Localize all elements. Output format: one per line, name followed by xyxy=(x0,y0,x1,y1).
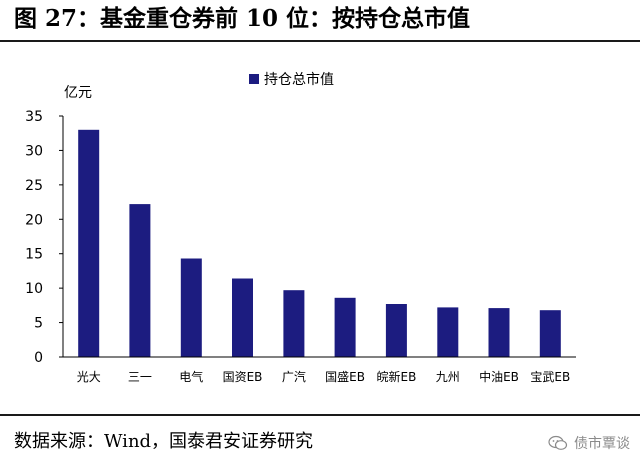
bar-8 xyxy=(488,308,510,357)
bar-6 xyxy=(385,304,407,357)
legend-label: 持仓总市值 xyxy=(264,71,334,88)
x-tick-label: 九州 xyxy=(436,370,460,384)
watermark: 债市覃谈 xyxy=(548,433,630,453)
watermark-text: 债市覃谈 xyxy=(574,436,630,452)
y-tick-label: 35 xyxy=(25,109,43,125)
x-axis-labels: 光大 三一 电气 国资EB 广汽 国盛EB 皖新EB 九州 中油EB 宝武EB xyxy=(77,369,571,384)
legend: 持仓总市值 xyxy=(249,71,334,88)
y-tick-label: 0 xyxy=(34,350,43,366)
y-tick-label: 15 xyxy=(25,247,43,263)
x-tick-label: 三一 xyxy=(128,370,152,384)
y-tick-label: 20 xyxy=(25,212,43,228)
bar-3 xyxy=(232,278,253,357)
x-tick-label: 光大 xyxy=(77,370,101,384)
legend-swatch xyxy=(249,74,259,84)
x-tick-label: 国资EB xyxy=(223,370,263,384)
y-axis-ticks: 0 5 10 15 20 25 30 35 xyxy=(25,109,63,366)
y-tick-label: 25 xyxy=(25,178,43,194)
x-tick-label: 皖新EB xyxy=(376,369,416,384)
x-tick-label: 国盛EB xyxy=(325,369,365,384)
bar-4 xyxy=(283,290,305,357)
x-tick-label: 广汽 xyxy=(282,369,306,384)
bar-7 xyxy=(437,307,459,357)
y-tick-label: 5 xyxy=(34,316,43,332)
x-tick-label: 中油EB xyxy=(479,369,519,384)
top-rule xyxy=(0,40,640,42)
bar-9 xyxy=(539,310,561,357)
data-source: 数据来源：Wind，国泰君安证券研究 xyxy=(14,431,314,452)
y-axis-label: 亿元 xyxy=(64,85,92,101)
y-tick-label: 30 xyxy=(25,143,43,159)
bottom-rule xyxy=(0,414,640,416)
bar-1 xyxy=(129,204,151,357)
figure-title: 图 27：基金重仓券前 10 位：按持仓总市值 xyxy=(14,5,471,32)
bar-5 xyxy=(334,297,356,357)
bars xyxy=(78,129,561,357)
wechat-icon xyxy=(548,435,568,450)
bar-2 xyxy=(180,258,202,357)
x-tick-label: 电气 xyxy=(179,369,203,384)
x-tick-label: 宝武EB xyxy=(530,370,570,384)
bar-0 xyxy=(78,129,100,357)
y-tick-label: 10 xyxy=(25,281,43,297)
